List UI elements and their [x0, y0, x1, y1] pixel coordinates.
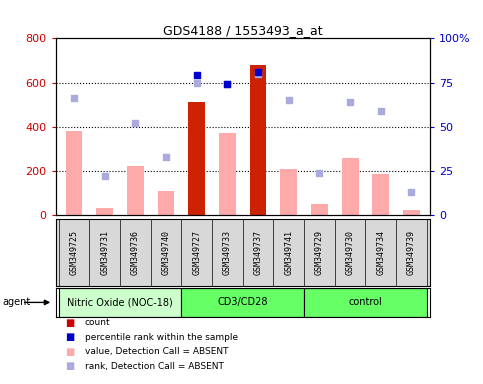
Point — [254, 71, 262, 77]
Bar — [96, 209, 113, 215]
Point — [346, 99, 354, 105]
Point — [70, 95, 78, 101]
Bar — [66, 131, 83, 215]
Text: ■: ■ — [65, 361, 74, 371]
Text: GSM349731: GSM349731 — [100, 230, 109, 275]
Text: GSM349733: GSM349733 — [223, 230, 232, 275]
Text: GSM349740: GSM349740 — [161, 230, 170, 275]
Bar — [341, 157, 358, 215]
Title: GDS4188 / 1553493_a_at: GDS4188 / 1553493_a_at — [163, 24, 323, 37]
Bar — [127, 167, 144, 215]
Point — [377, 108, 384, 114]
Text: control: control — [349, 297, 383, 308]
Text: GSM349741: GSM349741 — [284, 230, 293, 275]
Bar — [219, 133, 236, 215]
Text: GSM349739: GSM349739 — [407, 230, 416, 275]
Point — [193, 79, 200, 86]
Text: GSM349736: GSM349736 — [131, 230, 140, 275]
Text: GSM349725: GSM349725 — [70, 230, 78, 275]
Point — [101, 173, 109, 179]
Point — [315, 170, 323, 176]
Point — [162, 154, 170, 160]
Text: GSM349730: GSM349730 — [346, 230, 355, 275]
Text: percentile rank within the sample: percentile rank within the sample — [85, 333, 238, 342]
Text: GSM349737: GSM349737 — [254, 230, 263, 275]
Text: GSM349729: GSM349729 — [315, 230, 324, 275]
Text: ■: ■ — [65, 347, 74, 357]
Point — [254, 69, 262, 75]
Point — [131, 120, 139, 126]
Bar — [372, 174, 389, 215]
Point — [285, 97, 293, 103]
Point — [408, 189, 415, 195]
Bar — [403, 210, 420, 215]
Text: count: count — [85, 318, 110, 327]
Bar — [188, 103, 205, 215]
Bar — [250, 65, 267, 215]
Text: ■: ■ — [65, 318, 74, 328]
Bar — [157, 191, 174, 215]
Text: value, Detection Call = ABSENT: value, Detection Call = ABSENT — [85, 347, 228, 356]
Bar — [311, 204, 328, 215]
Bar — [304, 288, 427, 317]
Text: CD3/CD28: CD3/CD28 — [217, 297, 268, 308]
Bar — [181, 288, 304, 317]
Text: GSM349727: GSM349727 — [192, 230, 201, 275]
Bar — [280, 169, 297, 215]
Point — [193, 73, 200, 79]
Point — [224, 81, 231, 88]
Text: Nitric Oxide (NOC-18): Nitric Oxide (NOC-18) — [67, 297, 173, 308]
Text: rank, Detection Call = ABSENT: rank, Detection Call = ABSENT — [85, 362, 224, 371]
Point — [224, 81, 231, 88]
Text: ■: ■ — [65, 332, 74, 342]
Text: agent: agent — [2, 297, 30, 308]
Text: GSM349734: GSM349734 — [376, 230, 385, 275]
Bar — [58, 288, 181, 317]
